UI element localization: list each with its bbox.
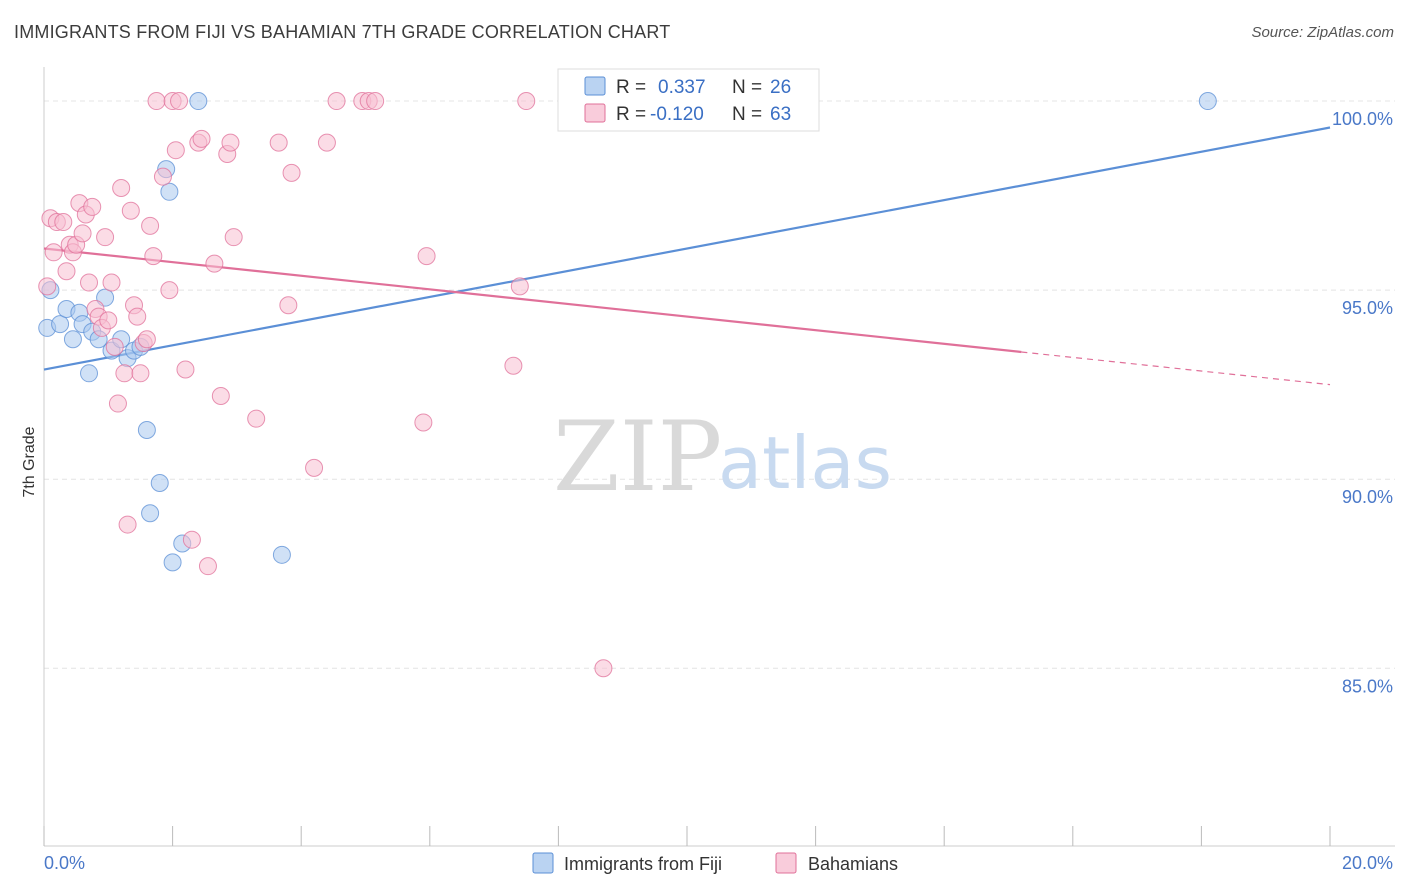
bahamian-point [517,92,536,111]
bahamian-point [510,277,529,296]
bahamian-point [99,311,118,330]
fiji-point [51,315,70,334]
bahamian-point [147,92,166,111]
bahamian-point [279,296,298,315]
legend-n-value-fiji: 26 [770,77,791,98]
bahamian-point [38,277,57,296]
legend-swatch-fiji [584,76,606,96]
bahamian-trend-extension [1021,351,1331,386]
bahamian-point [594,659,613,678]
fiji-point [63,330,82,349]
bahamian-point [192,129,211,148]
axes [43,67,1395,847]
fiji-point [137,421,156,440]
legend-n-label-fiji: N = [732,77,762,98]
y-tick-label: 90.0% [1342,487,1393,507]
bahamian-trend-line [43,247,1022,354]
y-tick-label: 95.0% [1342,298,1393,318]
y-tick-label: 85.0% [1342,676,1393,696]
bahamian-point [221,133,240,152]
bahamian-point [224,228,243,247]
y-axis-label: 7th Grade [21,426,38,497]
legend-n-value-bahamians: 63 [770,104,791,125]
bottom-legend-label-bahamians[interactable]: Bahamians [808,854,898,874]
fiji-trend-line [43,126,1331,371]
bahamian-point [105,337,124,356]
fiji-point [150,473,169,492]
fiji-point [272,545,291,564]
x-tick-label-min: 0.0% [44,853,85,873]
bahamian-point [83,197,102,216]
legend-swatch-bahamians [584,103,606,123]
bahamian-point [144,247,163,266]
bahamian-point [54,213,73,232]
bahamian-point [121,201,140,220]
trend-lines [43,126,1331,386]
bottom-legend-swatch-bahamians[interactable] [775,852,797,874]
legend-n-label-bahamians: N = [732,104,762,125]
bahamian-point [282,163,301,182]
bahamian-point [166,141,185,160]
bahamian-point [153,167,172,186]
x-tick-label-max: 20.0% [1342,853,1393,873]
y-tick-labels: 100.0% 95.0% 90.0% 85.0% [1332,109,1393,696]
fiji-point [80,364,99,383]
y-tick-label: 100.0% [1332,109,1393,129]
fiji-point [1198,92,1217,111]
bahamian-point [211,386,230,405]
bahamian-point [102,273,121,292]
legend-r-value-fiji: 0.337 [658,77,706,98]
fiji-point [163,553,182,572]
bahamian-point [80,273,99,292]
bahamian-point [131,364,150,383]
gridlines [44,100,1395,669]
bottom-legend-swatch-fiji[interactable] [532,852,554,874]
bahamian-point [247,409,266,428]
bahamian-point [73,224,92,243]
bahamian-point [137,330,156,349]
bahamian-point [269,133,288,152]
bottom-legend-label-fiji[interactable]: Immigrants from Fiji [564,854,722,874]
fiji-point [189,92,208,111]
watermark-atlas: atlas [718,421,892,505]
legend-r-label-bahamians: R = [616,104,646,125]
bahamian-point [205,254,224,273]
bahamian-point [305,458,324,477]
bahamian-point [141,216,160,235]
fiji-point [141,504,160,523]
bahamian-point [128,307,147,326]
bahamian-point [504,356,523,375]
bahamian-point [57,262,76,281]
bahamian-point [118,515,137,534]
bahamian-point [176,360,195,379]
fiji-point [160,182,179,201]
data-points [38,92,1217,678]
legend-r-value-bahamians: -0.120 [650,104,704,125]
source-label: Source: ZipAtlas.com [1251,24,1394,41]
bahamian-point [112,179,131,198]
bahamian-point [317,133,336,152]
bahamian-point [198,557,217,576]
bahamian-point [366,92,385,111]
chart-title: IMMIGRANTS FROM FIJI VS BAHAMIAN 7TH GRA… [14,22,671,42]
bahamian-point [182,530,201,549]
bahamian-point [96,228,115,247]
bahamian-point [417,247,436,266]
bahamian-point [327,92,346,111]
bahamian-point [115,364,134,383]
bahamian-point [414,413,433,432]
bahamian-point [170,92,189,111]
series-legend: Immigrants from Fiji Bahamians [532,852,898,874]
stats-legend: R = 0.337 N = 26 R = -0.120 N = 63 [557,68,820,132]
bahamian-point [44,243,63,262]
bahamian-point [160,281,179,300]
bahamian-point [108,394,127,413]
legend-r-label-fiji: R = [616,77,646,98]
watermark-zip: ZIP [553,401,722,513]
